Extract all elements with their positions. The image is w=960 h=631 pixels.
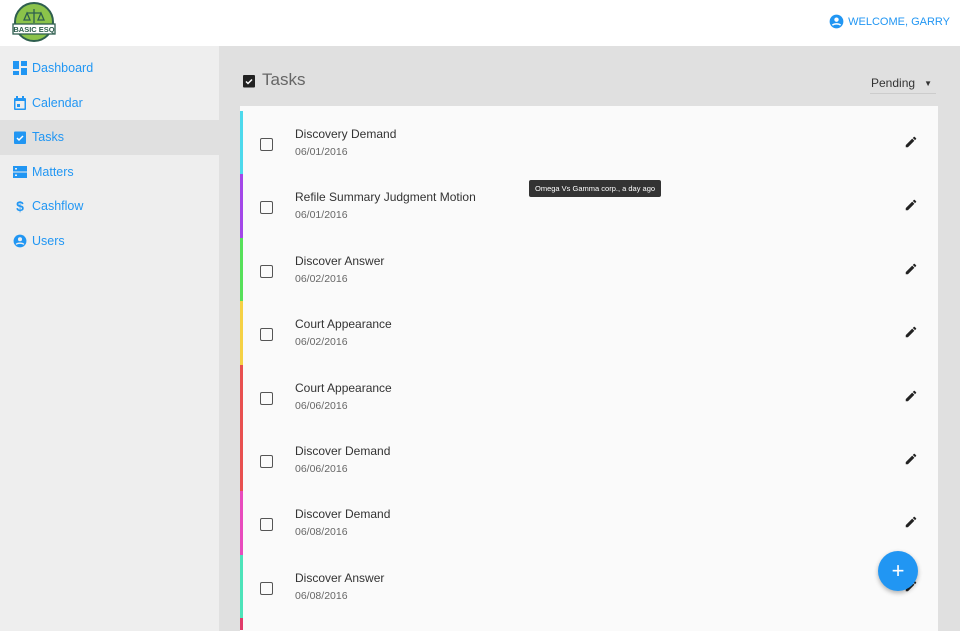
dollar-icon: $: [16, 198, 24, 215]
top-bar: BASIC ESQ WELCOME, GARRY: [0, 0, 960, 46]
task-checkbox[interactable]: [260, 264, 273, 278]
task-name: Court Appearance: [295, 317, 392, 332]
calendar-icon: [14, 95, 26, 110]
task-name: Discover Demand: [295, 507, 391, 522]
task-checkbox[interactable]: [260, 328, 273, 342]
task-date: 06/01/2016: [295, 146, 348, 158]
task-text: Court Appearance 06/06/2016: [295, 381, 392, 412]
main-content: Tasks Pending ▼ Discovery Demand 06/01/20…: [219, 46, 960, 631]
task-name: Court Appearance: [295, 380, 392, 395]
task-checkbox[interactable]: [260, 201, 273, 215]
task-date: 06/01/2016: [295, 209, 348, 222]
task-name: Discover Demand: [295, 443, 391, 458]
account-circle-icon: [829, 14, 844, 29]
add-task-button[interactable]: +: [878, 551, 918, 591]
sidebar-item-label: Cashflow: [32, 199, 84, 214]
task-name: Discover Answer: [295, 253, 385, 268]
sidebar-item-calendar[interactable]: Calendar: [0, 86, 219, 121]
task-text: Discover Demand 06/08/2016: [295, 507, 390, 538]
task-checkbox[interactable]: [260, 138, 273, 151]
sidebar: Dashboard Calendar Tasks Matters $ Cashf…: [0, 46, 219, 631]
task-text: Refile Summary Judgment Motion 06/01/2016: [295, 190, 476, 221]
sidebar-item-cashflow[interactable]: $ Cashflow: [0, 189, 219, 224]
status-filter-select[interactable]: Pending ▼: [870, 75, 936, 94]
task-text: Discover Answer 06/08/2016: [295, 571, 384, 602]
status-filter-value: Pending: [871, 76, 916, 90]
sidebar-item-dashboard[interactable]: Dashboard: [0, 51, 219, 86]
sidebar-item-label: Dashboard: [32, 61, 94, 76]
task-checkbox[interactable]: [260, 391, 273, 405]
sidebar-item-label: Tasks: [32, 130, 64, 145]
dashboard-icon: [13, 61, 27, 76]
sidebar-item-matters[interactable]: Matters: [0, 155, 219, 190]
sidebar-item-label: Users: [32, 233, 65, 248]
page-title: Tasks: [242, 70, 305, 90]
edit-icon[interactable]: [904, 389, 918, 403]
matters-icon: [13, 165, 27, 178]
tasks-icon: [14, 131, 26, 145]
welcome-text: WELCOME, GARRY: [848, 15, 950, 28]
page-title-text: Tasks: [262, 70, 306, 89]
task-row[interactable]: Discover Demand 06/08/2016: [240, 491, 938, 555]
task-date: 06/02/2016: [295, 336, 348, 349]
task-date: 06/08/2016: [295, 589, 348, 602]
task-row[interactable]: Discovery Demand 06/01/2016: [240, 111, 938, 175]
edit-icon[interactable]: [904, 452, 918, 466]
task-date: 06/06/2016: [295, 462, 348, 475]
task-name: Discover Answer: [295, 570, 385, 585]
task-name: Refile Summary Judgment Motion: [295, 190, 476, 205]
task-text: Discover Answer 06/02/2016: [295, 254, 384, 285]
task-row[interactable]: Court Appearance 06/06/2016: [240, 364, 938, 428]
task-checkbox[interactable]: [260, 581, 273, 595]
user-icon: [13, 234, 27, 248]
task-row[interactable]: Discover Answer 06/08/2016: [240, 554, 938, 619]
edit-icon[interactable]: [904, 198, 918, 212]
svg-text:BASIC ESQ: BASIC ESQ: [13, 25, 54, 34]
dropdown-arrow-icon: ▼: [924, 78, 932, 88]
task-date: 06/06/2016: [295, 399, 348, 412]
task-text: Discovery Demand 06/01/2016: [295, 127, 396, 158]
sidebar-item-users[interactable]: Users: [0, 224, 219, 259]
task-date: 06/08/2016: [295, 526, 348, 539]
task-text: Discover Demand 06/06/2016: [295, 444, 390, 475]
task-row[interactable]: Discover Answer 06/02/2016: [240, 237, 938, 302]
task-row[interactable]: Refile Summary Judgment Motion 06/01/2016: [240, 174, 938, 238]
sidebar-item-tasks[interactable]: Tasks: [0, 120, 219, 155]
logo[interactable]: BASIC ESQ: [11, 2, 57, 44]
tooltip: Omega Vs Gamma corp., a day ago: [529, 180, 662, 197]
task-checkbox[interactable]: [260, 454, 273, 468]
task-row[interactable]: Court Appearance 06/02/2016: [240, 301, 938, 365]
edit-icon[interactable]: [904, 515, 918, 529]
task-checkbox[interactable]: [260, 518, 273, 532]
welcome-user[interactable]: WELCOME, GARRY: [829, 14, 950, 29]
task-date: 06/02/2016: [295, 272, 348, 285]
edit-icon[interactable]: [904, 135, 918, 149]
task-row[interactable]: Discover Demand 06/06/2016: [240, 427, 938, 492]
edit-icon[interactable]: [904, 325, 918, 339]
tasks-icon: [243, 74, 255, 87]
task-row[interactable]: [240, 618, 938, 631]
sidebar-item-label: Matters: [32, 164, 74, 179]
sidebar-item-label: Calendar: [32, 95, 83, 110]
task-text: Court Appearance 06/02/2016: [295, 317, 392, 348]
edit-icon[interactable]: [904, 262, 918, 276]
task-name: Discovery Demand: [295, 127, 397, 141]
